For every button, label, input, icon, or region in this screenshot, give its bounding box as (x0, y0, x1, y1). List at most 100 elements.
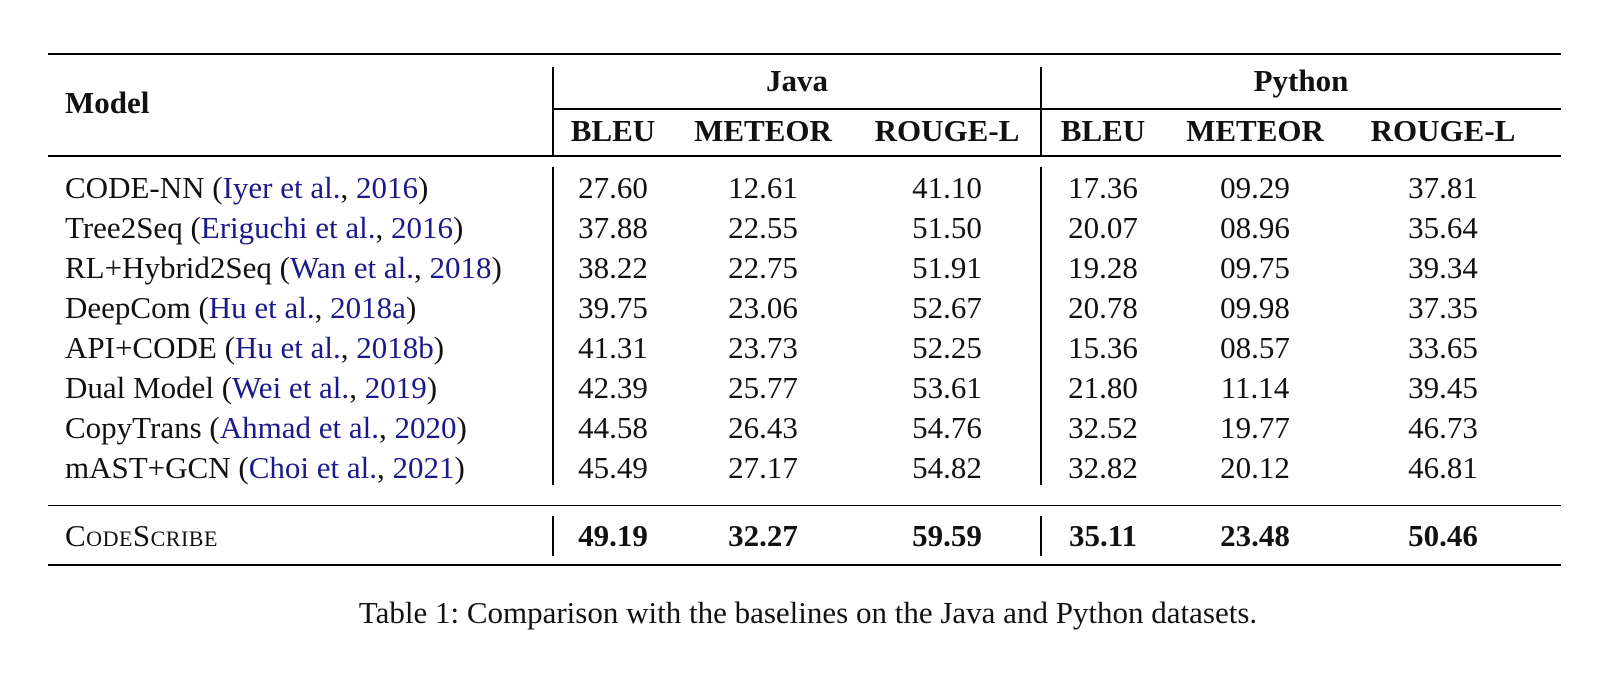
citation-separator: , (349, 369, 365, 405)
value-cell: 09.29 (1220, 169, 1290, 205)
java-rouge-header: ROUGE-L (874, 113, 1020, 148)
value-cell: 51.50 (912, 209, 982, 245)
value-cell: 39.34 (1408, 249, 1478, 285)
value-cell: 26.43 (728, 409, 798, 445)
java-bleu-header: BLEU (570, 113, 656, 148)
model-name-cell: Tree2Seq (Eriguchi et al., 2016) (65, 207, 463, 248)
citation-link[interactable]: Eriguchi et al. (200, 209, 376, 245)
java-meteor-header: METEOR (694, 113, 832, 148)
value-cell: 25.77 (728, 369, 798, 405)
value-cell: 22.75 (728, 249, 798, 285)
citation-paren: ) (405, 289, 417, 325)
final-divider-groups (1040, 516, 1042, 556)
value-cell: 52.25 (912, 329, 982, 365)
final-section: CodeScribe 49.19 32.27 59.59 35.11 23.48… (48, 506, 1561, 564)
table-body: CODE-NN (Iyer et al., 2016) 27.60 12.61 41.… (48, 157, 1561, 505)
value-cell: 21.80 (1068, 369, 1138, 405)
citation-paren: ) (417, 169, 429, 205)
model-name-cell: Dual Model (Wei et al., 2019) (65, 367, 437, 408)
value-cell: 22.55 (728, 209, 798, 245)
citation-link[interactable]: Wan et al. (290, 249, 415, 285)
citation-year-link[interactable]: 2020 (394, 409, 457, 445)
value-cell: 09.98 (1220, 289, 1290, 325)
citation-year-link[interactable]: 2018 (429, 249, 492, 285)
value-cell: 19.28 (1068, 249, 1138, 285)
value-cell: 38.22 (578, 249, 648, 285)
model-name: CODE-NN (65, 169, 205, 205)
citation-link[interactable]: Hu et al. (208, 289, 315, 325)
model-name: Dual Model (65, 369, 214, 405)
value-cell: 37.35 (1408, 289, 1478, 325)
header-divider-model (552, 67, 554, 155)
value-cell: 27.60 (578, 169, 648, 205)
java-group-rule (553, 108, 1041, 110)
table-row-codescribe: CodeScribe 49.19 32.27 59.59 35.11 23.48… (48, 514, 1561, 558)
citation-paren: ( (209, 409, 220, 445)
citation-separator: , (340, 329, 357, 365)
table-row: RL+Hybrid2Seq (Wan et al., 2018) 38.22 22.… (48, 247, 1561, 288)
citation-paren: ) (453, 209, 464, 245)
value-cell: 54.76 (912, 409, 982, 445)
citation-paren: ) (454, 449, 465, 485)
final-divider-model (552, 516, 554, 556)
value-cell: 23.48 (1220, 518, 1290, 553)
value-cell: 27.17 (728, 449, 798, 485)
value-cell: 46.73 (1408, 409, 1478, 445)
value-cell: 45.49 (578, 449, 648, 485)
model-name-cell: API+CODE (Hu et al., 2018b) (65, 327, 444, 368)
body-divider-model (552, 166, 554, 485)
value-cell: 20.78 (1068, 289, 1138, 325)
model-name-cell: CODE-NN (Iyer et al., 2016) (65, 167, 428, 208)
model-name: CodeScribe (65, 518, 218, 553)
citation-paren: ( (238, 449, 249, 485)
citation-paren: ) (433, 329, 445, 365)
citation-paren: ( (212, 169, 223, 205)
table-header: Model Java Python BLEU METEOR ROUGE-L BL… (48, 55, 1561, 155)
value-cell: 46.81 (1408, 449, 1478, 485)
citation-separator: , (414, 249, 430, 285)
python-group-header: Python (1253, 63, 1349, 98)
value-cell: 33.65 (1408, 329, 1478, 365)
citation-year-link[interactable]: 2018b (356, 329, 434, 365)
citation-link[interactable]: Wei et al. (232, 369, 350, 405)
python-bleu-header: BLEU (1060, 113, 1146, 148)
citation-link[interactable]: Hu et al. (234, 329, 341, 365)
value-cell: 15.36 (1068, 329, 1138, 365)
value-cell: 19.77 (1220, 409, 1290, 445)
value-cell: 08.96 (1220, 209, 1290, 245)
value-cell: 39.75 (578, 289, 648, 325)
body-divider-groups (1040, 166, 1042, 485)
value-cell: 52.67 (912, 289, 982, 325)
citation-paren: ( (190, 209, 201, 245)
value-cell: 08.57 (1220, 329, 1290, 365)
model-name-cell: mAST+GCN (Choi et al., 2021) (65, 447, 465, 488)
citation-paren: ) (491, 249, 502, 285)
citation-paren: ( (221, 369, 233, 405)
citation-link[interactable]: Ahmad et al. (219, 409, 380, 445)
value-cell: 09.75 (1220, 249, 1290, 285)
citation-link[interactable]: Iyer et al. (222, 169, 341, 205)
header-rule (48, 155, 1561, 157)
python-rouge-header: ROUGE-L (1370, 113, 1516, 148)
value-cell: 23.06 (728, 289, 798, 325)
python-meteor-header: METEOR (1186, 113, 1324, 148)
value-cell: 32.82 (1068, 449, 1138, 485)
citation-year-link[interactable]: 2019 (364, 369, 427, 405)
bottom-rule (48, 564, 1561, 566)
model-name: mAST+GCN (65, 449, 231, 485)
citation-year-link[interactable]: 2016 (391, 209, 454, 245)
citation-year-link[interactable]: 2018a (330, 289, 406, 325)
python-group-rule (1041, 108, 1561, 110)
table-row: API+CODE (Hu et al., 2018b) 41.31 23.73 52.… (48, 327, 1561, 368)
value-cell: 37.81 (1408, 169, 1478, 205)
value-cell: 50.46 (1408, 518, 1478, 553)
java-group-header: Java (766, 63, 828, 98)
model-name: API+CODE (65, 329, 217, 365)
citation-paren: ) (426, 369, 438, 405)
citation-link[interactable]: Choi et al. (248, 449, 377, 485)
table-caption: Table 1: Comparison with the baselines o… (358, 595, 1258, 630)
citation-year-link[interactable]: 2021 (392, 449, 455, 485)
value-cell: 41.10 (912, 169, 982, 205)
citation-year-link[interactable]: 2016 (355, 169, 418, 205)
table-row: Dual Model (Wei et al., 2019) 42.39 25.77 5… (48, 367, 1561, 408)
